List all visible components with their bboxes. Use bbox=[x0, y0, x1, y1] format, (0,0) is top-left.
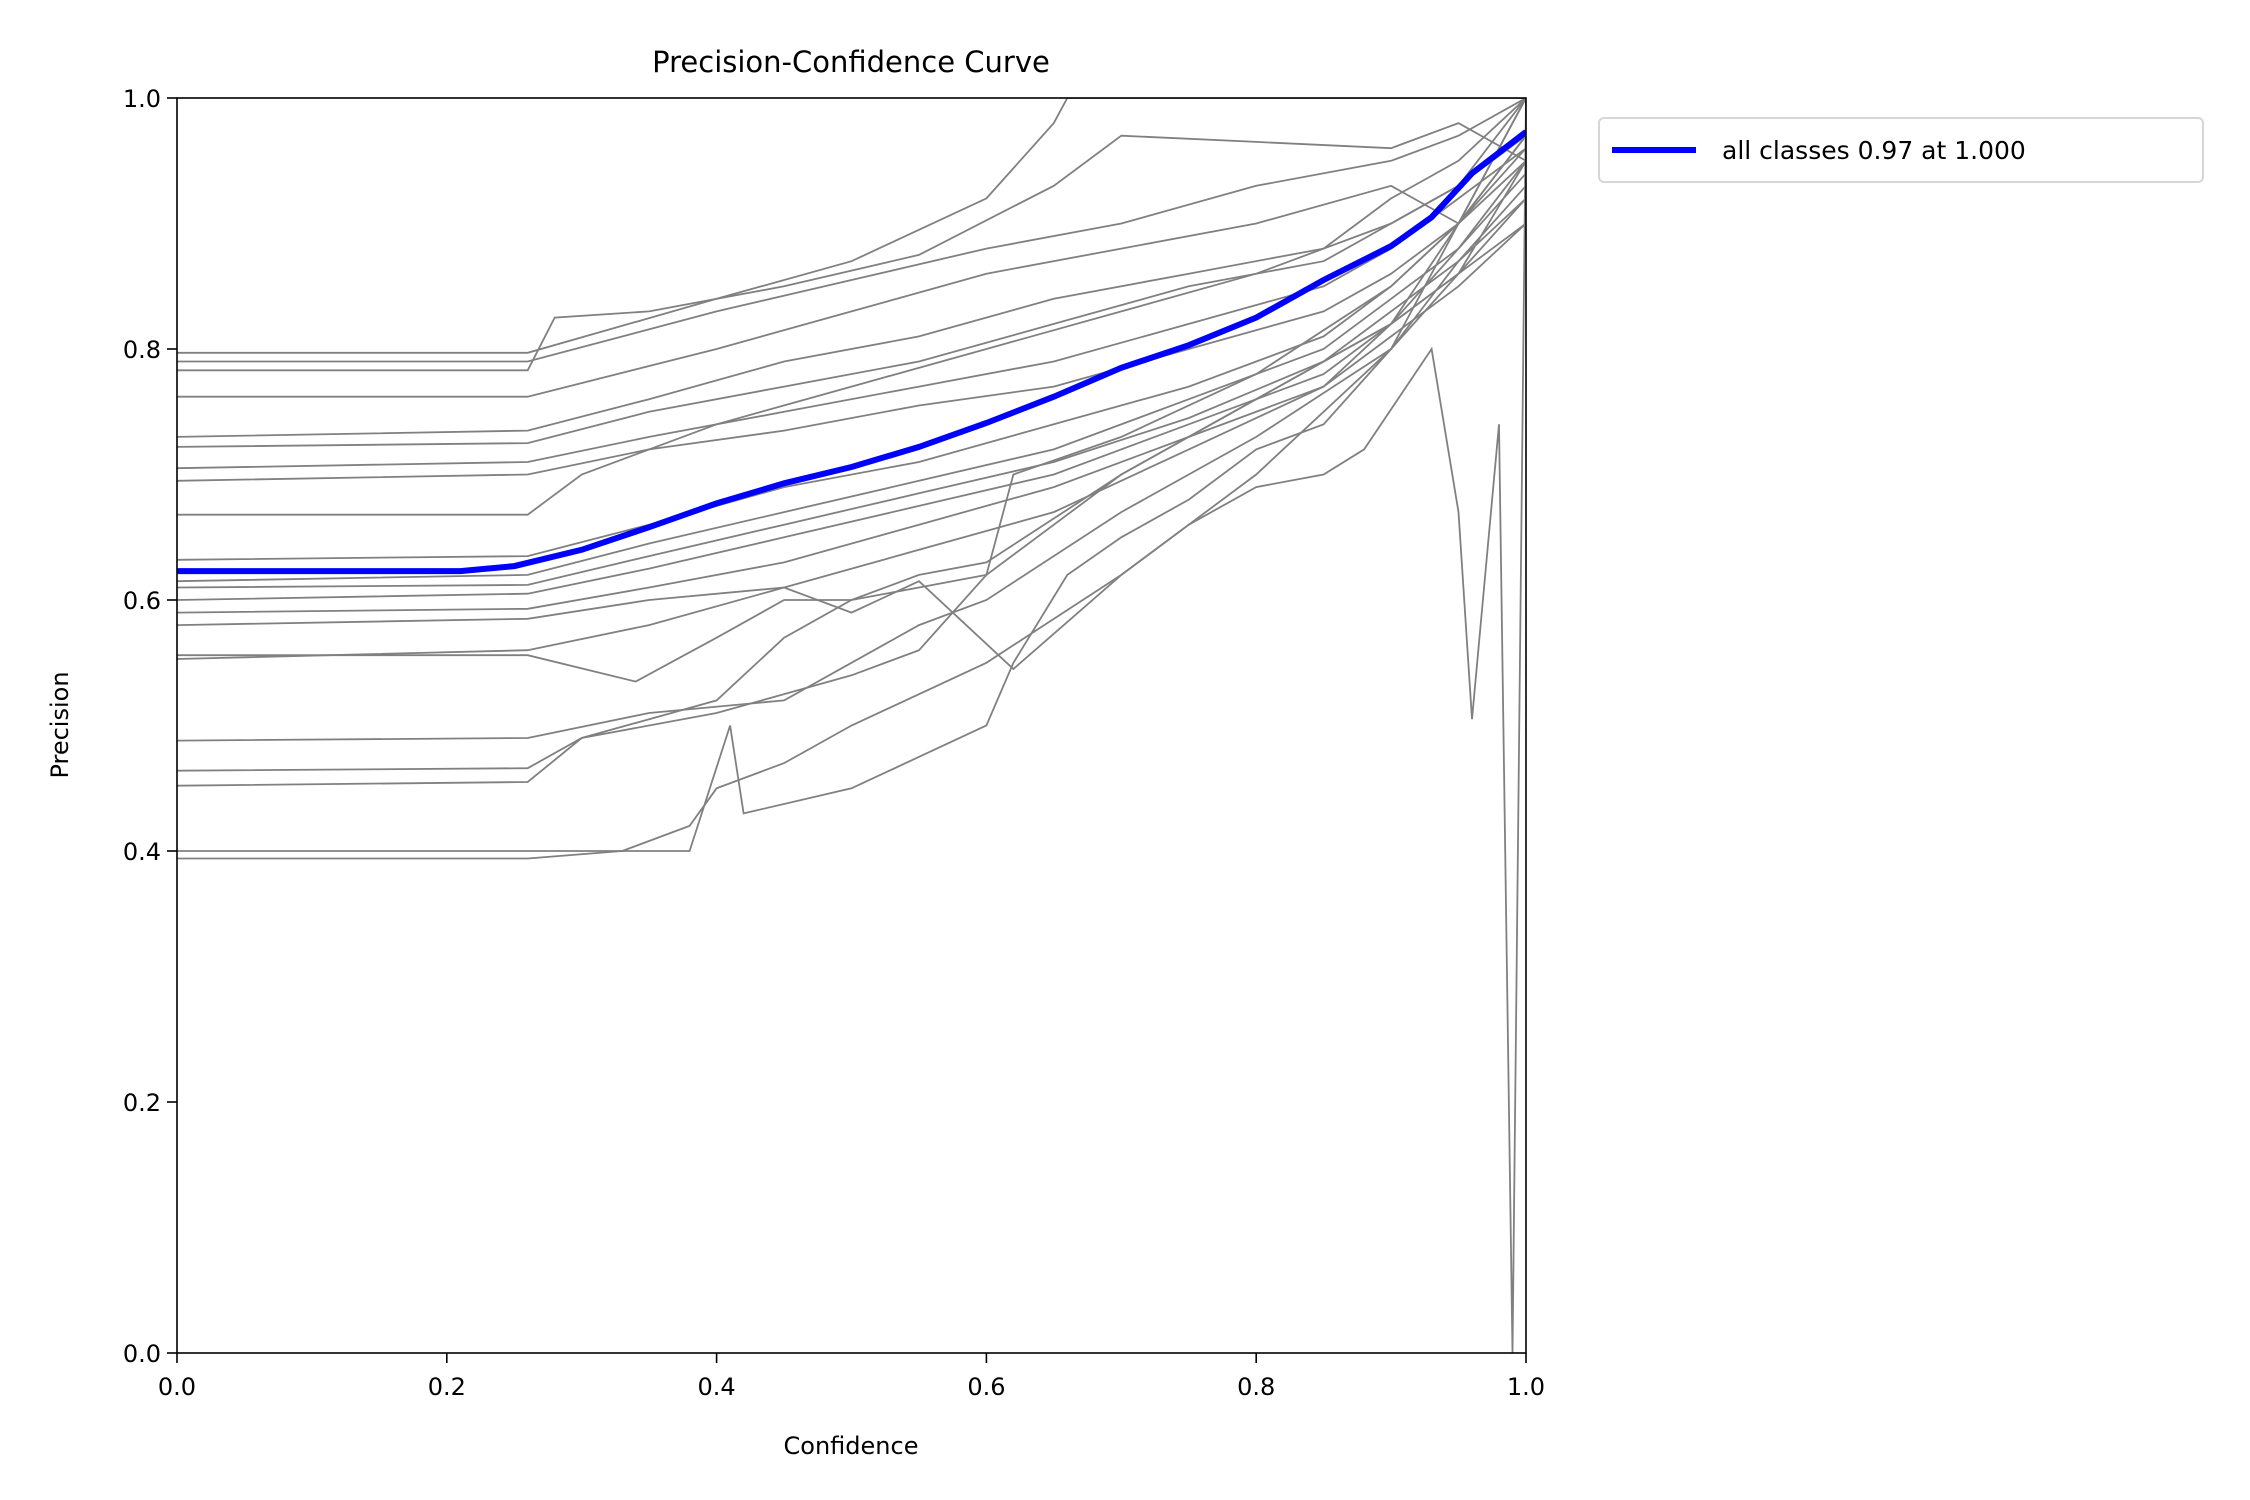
y-tick-label: 0.8 bbox=[123, 336, 161, 364]
plot-frame bbox=[176, 97, 1527, 1354]
class-curve-9 bbox=[177, 98, 1526, 516]
class-curve-6 bbox=[177, 134, 1526, 448]
class-curve-8 bbox=[177, 160, 1526, 482]
y-axis-ticks: 0.0 0.2 0.4 0.6 0.8 1.0 bbox=[123, 85, 177, 1368]
class-curve-22 bbox=[177, 98, 1526, 1353]
x-tick-label: 0.8 bbox=[1237, 1373, 1275, 1401]
class-curve-2 bbox=[177, 98, 1526, 363]
class-curve-19 bbox=[177, 160, 1526, 772]
legend-label: all classes 0.97 at 1.000 bbox=[1722, 136, 2026, 165]
class-curve-11 bbox=[177, 172, 1526, 583]
x-tick-label: 0.0 bbox=[158, 1373, 196, 1401]
chart-title: Precision-Confidence Curve bbox=[652, 45, 1050, 79]
class-curve-10 bbox=[177, 147, 1526, 561]
y-axis-label: Precision bbox=[46, 671, 74, 778]
class-curve-4 bbox=[177, 135, 1526, 398]
class-curve-1 bbox=[177, 98, 1526, 354]
y-tick-label: 0.6 bbox=[123, 587, 161, 615]
class-curve-15 bbox=[177, 185, 1526, 671]
x-tick-label: 0.4 bbox=[698, 1373, 736, 1401]
x-axis-ticks: 0.0 0.2 0.4 0.6 0.8 1.0 bbox=[158, 1353, 1545, 1401]
class-curve-17 bbox=[177, 98, 1526, 660]
y-tick-label: 1.0 bbox=[123, 85, 161, 113]
x-tick-label: 0.2 bbox=[428, 1373, 466, 1401]
y-tick-label: 0.0 bbox=[123, 1340, 161, 1368]
x-tick-label: 0.6 bbox=[967, 1373, 1005, 1401]
y-tick-label: 0.2 bbox=[123, 1089, 161, 1117]
class-curve-7 bbox=[177, 147, 1526, 470]
x-tick-label: 1.0 bbox=[1507, 1373, 1545, 1401]
class-curve-20 bbox=[177, 135, 1526, 787]
all-classes-curve bbox=[177, 129, 1526, 575]
class-curve-5 bbox=[177, 98, 1526, 438]
class-curves bbox=[177, 98, 1526, 1353]
class-curve-12 bbox=[177, 197, 1526, 589]
class-curve-18 bbox=[177, 160, 1526, 742]
legend-box bbox=[1598, 117, 2204, 183]
y-tick-label: 0.4 bbox=[123, 838, 161, 866]
legend: all classes 0.97 at 1.000 bbox=[1598, 117, 2204, 183]
class-curve-21 bbox=[177, 98, 1526, 852]
class-curve-3 bbox=[177, 122, 1526, 372]
x-axis-label: Confidence bbox=[784, 1432, 919, 1460]
